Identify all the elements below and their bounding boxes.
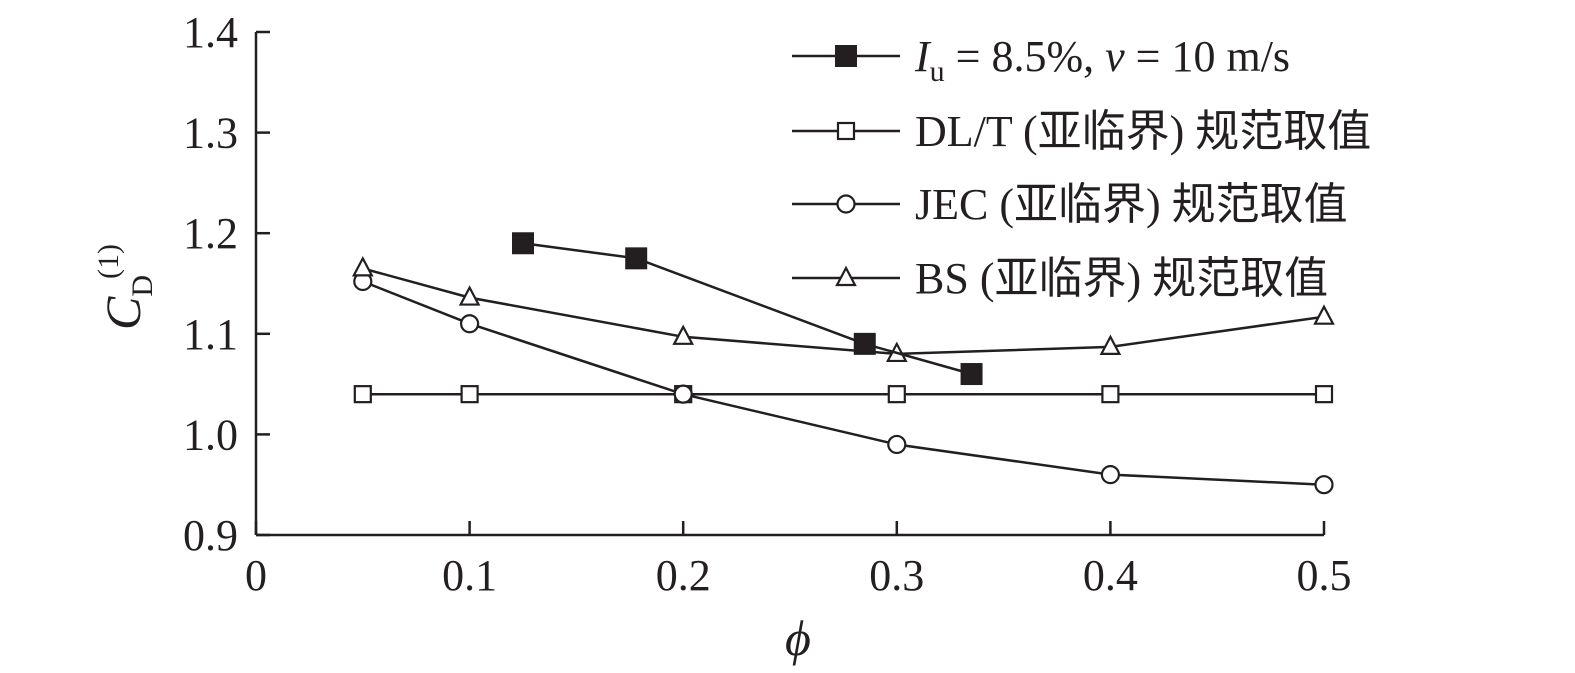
x-tick-label: 0 — [245, 551, 267, 600]
axes: 0.9 1.0 1.1 1.2 1.3 1.4 0 0.1 0.2 0.3 0.4 0.5 ϕ CD(1) — [92, 8, 1352, 666]
legend-label: JEC (亚临界) 规范取值 — [915, 180, 1348, 229]
legend-marker — [835, 45, 857, 67]
x-tick-label: 0.4 — [1083, 551, 1138, 600]
data-point-2-5 — [1314, 475, 1334, 495]
data-point-2-3 — [887, 434, 907, 455]
data-point-1-1 — [460, 385, 479, 404]
data-point-0-1 — [625, 247, 648, 270]
series-1 — [353, 385, 1334, 404]
y-tick-label: 1.2 — [183, 209, 238, 258]
legend-label: DL/T (亚临界) 规范取值 — [915, 107, 1371, 156]
legend-label: Iu = 8.5%, v = 10 m/s — [914, 32, 1290, 88]
data-point-1-3 — [887, 385, 906, 404]
series-line-0 — [522, 242, 972, 376]
data-point-1-4 — [1101, 385, 1120, 404]
series-line-2 — [362, 280, 1325, 486]
data-point-3-4 — [1099, 334, 1122, 355]
y-tick-label: 1.1 — [183, 310, 238, 359]
x-tick-label: 0.5 — [1297, 551, 1352, 600]
data-point-3-5 — [1313, 304, 1335, 325]
y-tick-label: 1.3 — [183, 109, 238, 158]
x-tick-label: 0.2 — [656, 551, 711, 600]
x-axis-label: ϕ — [785, 610, 811, 666]
legend-marker — [836, 194, 856, 214]
data-point-3-1 — [458, 285, 481, 306]
data-point-0-3 — [960, 363, 983, 386]
y-axis-label: CD(1) — [92, 244, 159, 330]
series-line-3 — [362, 267, 1325, 356]
series-2 — [353, 271, 1334, 495]
data-point-2-2 — [673, 384, 693, 404]
data-point-1-5 — [1314, 385, 1334, 404]
data-point-2-1 — [460, 314, 480, 334]
y-tick-label: 1.0 — [183, 410, 238, 459]
legend-marker — [835, 265, 857, 287]
data-point-3-0 — [351, 256, 374, 277]
x-tick-label: 0.1 — [442, 551, 497, 600]
legend-item-3: BS (亚临界) 规范取值 — [792, 254, 1328, 303]
legend: Iu = 8.5%, v = 10 m/s DL/T (亚临界) 规范取值 JEC … — [792, 32, 1371, 303]
legend-label: BS (亚临界) 规范取值 — [915, 254, 1328, 303]
data-point-0-2 — [853, 332, 876, 355]
y-tick-label: 1.4 — [183, 8, 238, 57]
legend-item-0: Iu = 8.5%, v = 10 m/s — [792, 32, 1290, 88]
y-tick-label: 0.9 — [183, 511, 238, 560]
legend-marker — [836, 121, 856, 141]
data-point-2-4 — [1100, 465, 1121, 485]
data-point-0-0 — [512, 232, 534, 255]
x-tick-label: 0.3 — [869, 551, 924, 600]
legend-item-2: JEC (亚临界) 规范取值 — [792, 180, 1348, 229]
series-0 — [512, 232, 983, 386]
data-point-3-2 — [672, 324, 695, 345]
series-layer — [351, 232, 1335, 495]
data-point-1-0 — [353, 385, 372, 404]
legend-item-1: DL/T (亚临界) 规范取值 — [792, 107, 1371, 156]
